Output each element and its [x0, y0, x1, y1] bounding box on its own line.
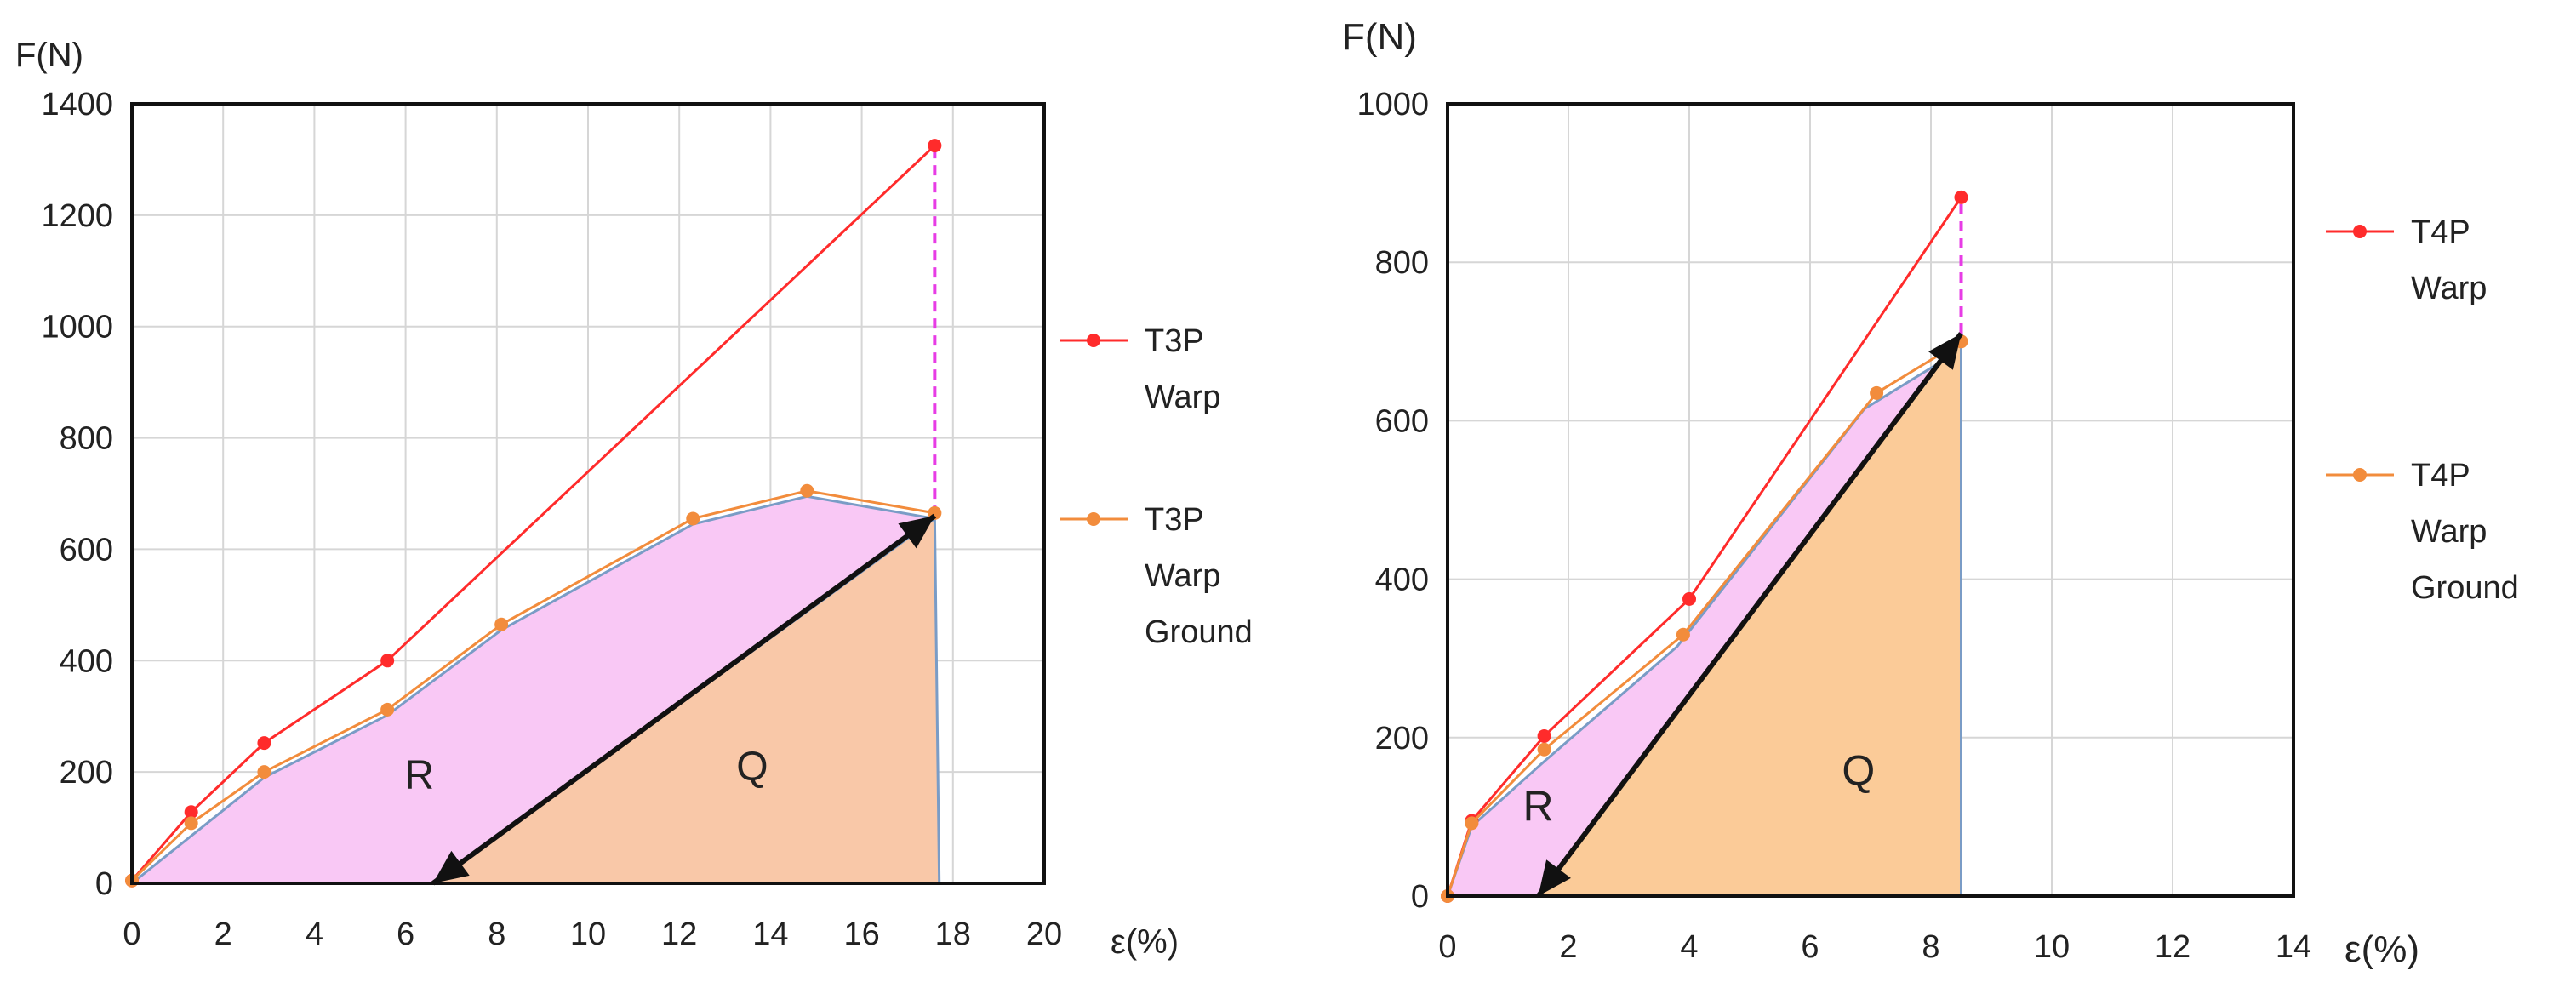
y-tick-label: 600: [60, 532, 113, 568]
x-tick-label: 10: [570, 916, 606, 952]
legend-swatch-marker: [1087, 512, 1100, 526]
y-tick-label: 0: [95, 866, 113, 902]
x-tick-label: 2: [1559, 929, 1577, 965]
chart-t3p: R Q 0 200 400 600 800 1000 1200 1400 0 2 4 6 8 10 12 14 16…: [15, 37, 1253, 961]
data-point: [1870, 385, 1884, 400]
series-line: [1446, 340, 1962, 897]
data-point: [184, 816, 198, 831]
legend-swatch-marker: [2353, 225, 2367, 238]
x-tick-label: 18: [935, 916, 971, 952]
x-tick-label: 12: [2155, 929, 2190, 965]
data-point: [494, 617, 509, 631]
region-label: Q: [1842, 747, 1875, 795]
data-point: [928, 139, 942, 153]
y-tick-label: 600: [1375, 403, 1429, 439]
data-point: [1537, 742, 1551, 757]
legend-label: T4P: [2411, 214, 2470, 250]
region-label: R: [1522, 783, 1553, 831]
y-tick-label: 400: [60, 643, 113, 679]
legend-label: Warp: [2411, 514, 2487, 550]
x-tick-label: 20: [1026, 916, 1062, 952]
x-axis-label: ε(%): [2345, 928, 2419, 970]
x-tick-label: 2: [214, 916, 232, 952]
y-tick-label: 1200: [41, 198, 113, 234]
data-point: [184, 805, 198, 819]
plot-frame: [1446, 102, 2295, 898]
data-point: [1465, 816, 1479, 831]
data-point: [380, 702, 395, 717]
legend-label: Warp: [2411, 271, 2487, 306]
legend-label: T3P: [1145, 502, 1204, 538]
data-point: [686, 511, 700, 526]
x-tick-label: 6: [1801, 929, 1819, 965]
legend-swatch-marker: [1087, 334, 1100, 347]
x-tick-label: 0: [123, 916, 140, 952]
y-axis-label: F(N): [15, 37, 83, 74]
x-tick-label: 8: [488, 916, 505, 952]
data-point: [257, 765, 271, 779]
y-tick-label: 800: [1375, 245, 1429, 281]
arrow-head: [898, 516, 935, 549]
legend-label: Warp: [1145, 558, 1220, 594]
region-label: Q: [736, 745, 768, 790]
x-tick-label: 4: [306, 916, 323, 952]
x-tick-label: 12: [661, 916, 697, 952]
chart-t4p: R Q 0 200 400 600 800 1000 0 2 4 6 8 10 12 14 F(N) ε(%) T4…: [1342, 16, 2519, 970]
y-tick-label: 1000: [41, 310, 113, 345]
series-line: [130, 489, 935, 882]
y-tick-label: 1400: [41, 87, 113, 123]
legend-label: T3P: [1145, 323, 1204, 359]
data-point: [380, 654, 395, 668]
y-tick-label: 0: [1411, 879, 1429, 915]
arrow-head: [432, 850, 470, 883]
data-point: [800, 483, 814, 498]
legend-label: Ground: [2411, 570, 2519, 606]
x-tick-label: 4: [1680, 929, 1698, 965]
y-tick-label: 1000: [1357, 87, 1429, 123]
region-label: R: [404, 753, 434, 798]
data-point: [1676, 627, 1690, 642]
arrow-head: [1928, 333, 1962, 370]
data-point: [1537, 728, 1551, 743]
legend-swatch-marker: [2353, 468, 2367, 482]
y-tick-label: 200: [60, 755, 113, 791]
data-point: [1954, 190, 1968, 204]
data-point: [257, 736, 271, 751]
x-tick-label: 6: [397, 916, 414, 952]
y-tick-label: 800: [60, 421, 113, 457]
y-tick-label: 200: [1375, 721, 1429, 757]
x-axis-label: ε(%): [1111, 923, 1179, 961]
x-tick-label: 8: [1922, 929, 1939, 965]
arrow-shaft: [431, 513, 937, 886]
x-tick-label: 14: [2276, 929, 2311, 965]
plot-frame: [130, 102, 1046, 885]
x-tick-label: 16: [843, 916, 879, 952]
legend-label: Warp: [1145, 380, 1220, 415]
y-tick-label: 400: [1375, 562, 1429, 598]
x-tick-label: 10: [2034, 929, 2070, 965]
data-point: [1682, 591, 1696, 606]
y-axis-label: F(N): [1342, 16, 1417, 58]
x-tick-label: 0: [1438, 929, 1456, 965]
arrow-head: [1538, 859, 1571, 896]
x-tick-label: 14: [752, 916, 788, 952]
arrow-shaft: [1536, 332, 1963, 898]
legend-label: T4P: [2411, 458, 2470, 494]
legend-label: Ground: [1145, 614, 1253, 650]
